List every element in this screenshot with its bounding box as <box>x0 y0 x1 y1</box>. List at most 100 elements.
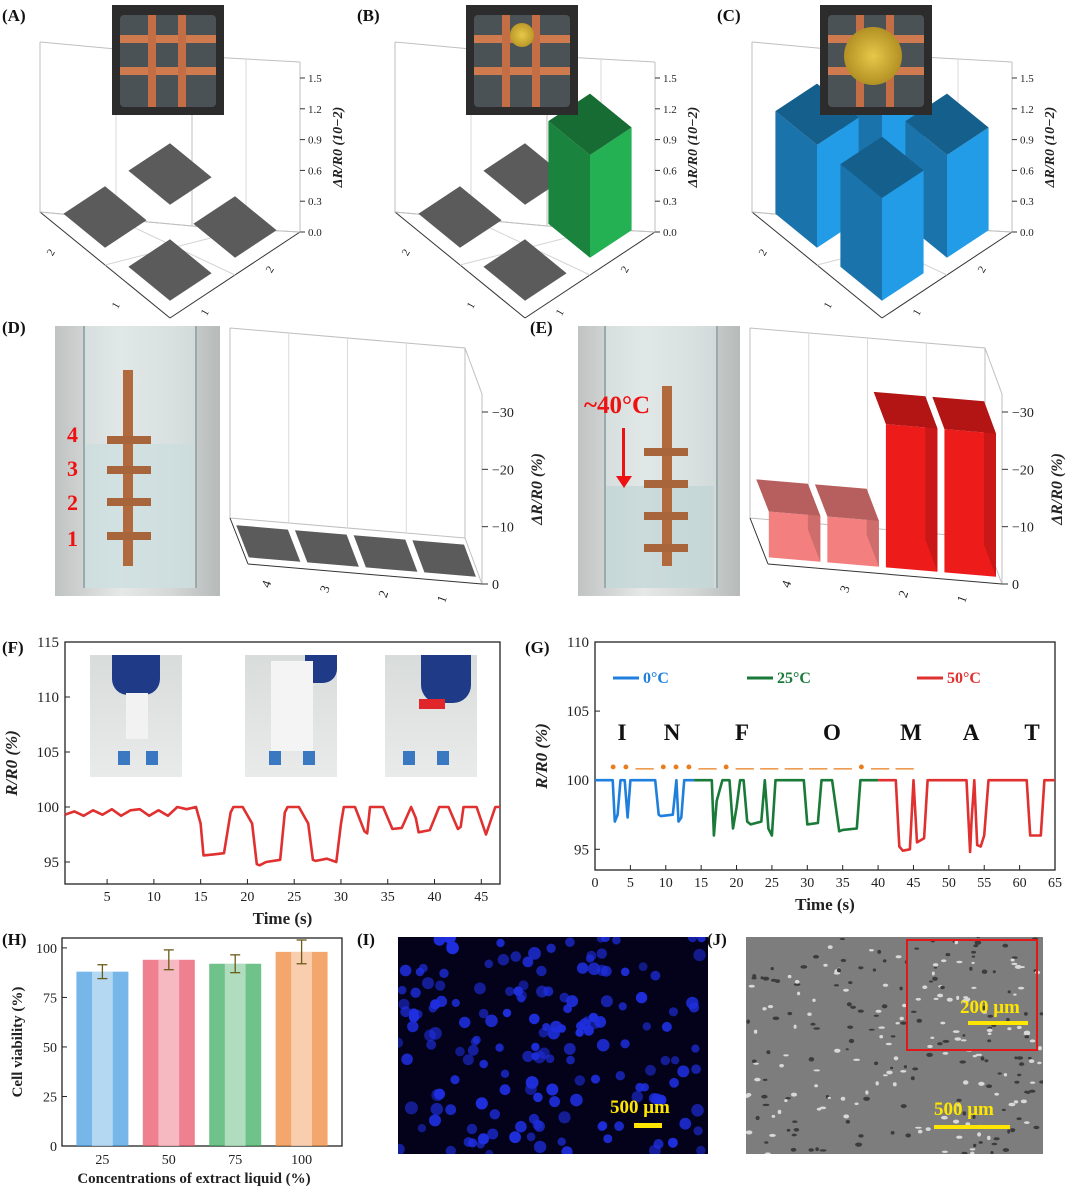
cell-nucleus <box>546 943 556 953</box>
cell <box>971 961 975 964</box>
cell <box>940 985 945 990</box>
cell <box>899 1016 904 1021</box>
x-tick-label: 50 <box>162 1153 176 1168</box>
morse-letter: O <box>823 720 841 745</box>
cell <box>875 1009 882 1013</box>
cell <box>779 1064 784 1068</box>
zero-bar-tile <box>353 535 418 572</box>
x-tick-label: 45 <box>906 876 920 891</box>
cell <box>764 1141 769 1144</box>
cell <box>991 1142 998 1146</box>
z-tick-label: 0.3 <box>663 196 677 208</box>
frame-side-wall <box>464 347 483 584</box>
cell-nucleus <box>497 954 510 966</box>
cell <box>932 976 938 981</box>
x-tick-label: 20 <box>240 890 254 905</box>
y-tick-label: 50 <box>43 1041 57 1056</box>
morse-letter: T <box>1024 720 1039 745</box>
cell <box>900 1021 907 1025</box>
y-tick-label: 2 <box>264 264 277 275</box>
cell <box>954 1037 962 1041</box>
cell <box>882 983 889 987</box>
x-tick-label: 5 <box>104 890 111 905</box>
cell <box>746 1130 753 1135</box>
coin-weight-small <box>510 23 534 47</box>
cell <box>981 969 988 974</box>
z-tick-label: 0 <box>492 578 499 593</box>
z-axis-label: ΔR/R0 (10−2) <box>686 107 701 189</box>
cell <box>874 1061 879 1066</box>
cell <box>853 1058 861 1061</box>
z-axis-label: ΔR/R0 (%) <box>529 453 546 526</box>
copper-strip <box>644 448 688 456</box>
cell <box>997 1072 1002 1075</box>
cell <box>971 986 977 989</box>
cell <box>1039 1080 1043 1084</box>
bar-face-right <box>590 127 632 258</box>
cell <box>800 965 808 969</box>
frame-floor-edge <box>247 563 483 585</box>
y-tick-label: 110 <box>567 635 589 651</box>
electrode-strip <box>474 67 570 75</box>
cell <box>916 1018 923 1023</box>
panel-label-h: (H) <box>2 930 27 949</box>
x-tick-label: 55 <box>977 876 991 891</box>
cell-nucleus <box>696 1145 706 1154</box>
cell <box>772 1016 780 1021</box>
legend-label: 0°C <box>643 670 669 687</box>
cell <box>813 1027 821 1030</box>
z-tick-label: 0.0 <box>663 227 677 239</box>
cell-nucleus <box>618 1002 627 1011</box>
cell <box>937 1042 943 1046</box>
x-tick-label: 0 <box>592 876 599 891</box>
cell-nucleus <box>596 948 607 959</box>
red-sample <box>419 699 445 709</box>
inset-photo-f-3 <box>385 655 477 777</box>
scale-label-j-inset: 200 μm <box>960 997 1020 1018</box>
cell-nucleus <box>615 1071 625 1081</box>
y-tick-label: 75 <box>43 991 57 1006</box>
cell-nucleus <box>459 1016 471 1029</box>
cell <box>808 1057 815 1062</box>
x-tick-label: 20 <box>730 876 744 891</box>
cell <box>761 1094 768 1099</box>
cell <box>1024 1090 1029 1094</box>
cell-nucleus <box>450 1075 460 1085</box>
zero-bar-tile <box>236 525 301 562</box>
cell <box>981 1005 988 1010</box>
cell-nucleus <box>587 962 601 976</box>
cell <box>987 1135 991 1141</box>
cell-nucleus <box>600 995 613 1008</box>
cell-nucleus <box>640 1083 649 1092</box>
cell-nucleus <box>588 1016 601 1030</box>
cell <box>1007 1129 1011 1134</box>
cell <box>1024 1035 1030 1039</box>
cell <box>834 1048 841 1053</box>
cell-nucleus <box>570 1093 583 1107</box>
cell <box>1002 943 1009 948</box>
cell <box>760 976 764 980</box>
cell <box>960 1039 967 1042</box>
cell-nucleus <box>462 1054 474 1066</box>
cell-nucleus <box>687 937 698 943</box>
cell-nucleus <box>467 1044 479 1056</box>
cell <box>872 968 877 972</box>
bar-face-side <box>984 401 996 577</box>
cell-nucleus <box>566 995 579 1008</box>
y-tick-label: 110 <box>37 690 59 706</box>
cell <box>1014 1056 1018 1060</box>
cell <box>752 1059 757 1063</box>
cell <box>753 1029 758 1034</box>
cell <box>790 1147 797 1152</box>
cell <box>992 970 996 974</box>
cell <box>969 1148 976 1151</box>
cell <box>973 1143 977 1148</box>
cell <box>843 1114 850 1119</box>
cell-nucleus <box>510 951 522 962</box>
zero-bar-tile <box>128 143 212 205</box>
z-tick-label: −10 <box>1012 521 1034 536</box>
cell-nucleus <box>515 1120 527 1133</box>
cell-nucleus <box>445 1145 456 1154</box>
x-tick-label: 4 <box>778 578 794 590</box>
x-tick-label: 30 <box>800 876 814 891</box>
